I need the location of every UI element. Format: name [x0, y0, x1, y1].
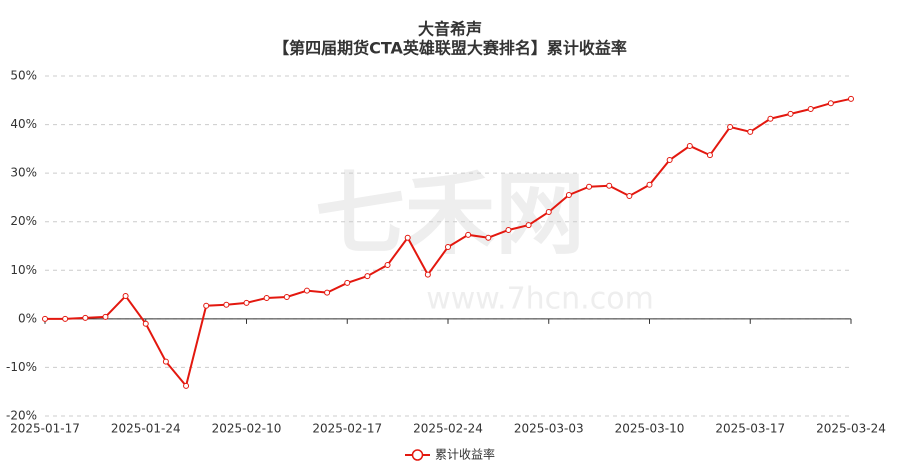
y-tick-label: -10% [6, 360, 37, 374]
y-tick-label: -20% [6, 409, 37, 423]
data-point [787, 110, 794, 117]
data-point [82, 314, 89, 321]
x-tick-label: 2025-03-24 [816, 422, 886, 436]
data-point [324, 289, 331, 296]
watermark: www.7hcn.com [426, 282, 654, 317]
data-point [485, 234, 492, 241]
data-point [203, 302, 210, 309]
chart-subtitle: 【第四届期货CTA英雄联盟大赛排名】累计收益率 [273, 39, 627, 58]
data-point [384, 261, 391, 268]
data-point [465, 231, 472, 238]
data-point [545, 209, 552, 215]
data-point [364, 273, 371, 280]
data-point [445, 243, 451, 250]
data-point [263, 294, 270, 301]
data-point [686, 142, 693, 149]
x-tick-label: 2025-02-10 [212, 422, 282, 436]
data-point [646, 181, 653, 188]
data-point [807, 106, 814, 113]
data-point [767, 115, 774, 122]
data-point [162, 358, 169, 365]
data-point [183, 382, 190, 389]
legend-label: 累计收益率 [435, 447, 495, 462]
data-point [666, 157, 673, 164]
x-tick-label: 2025-02-17 [312, 422, 382, 436]
data-point [626, 192, 633, 199]
y-tick-label: 30% [10, 166, 37, 180]
y-tick-label: 20% [10, 214, 37, 228]
data-point [424, 271, 431, 278]
x-tick-label: 2025-03-03 [514, 422, 584, 436]
y-tick-label: 40% [10, 117, 37, 131]
data-point [344, 279, 351, 286]
chart-title: 大音希声 [418, 20, 482, 39]
data-point [565, 192, 572, 198]
data-point [142, 320, 149, 327]
x-tick-label: 2025-02-24 [413, 422, 483, 436]
legend-marker [411, 449, 424, 461]
data-point [525, 222, 532, 229]
x-tick-label: 2025-03-10 [615, 422, 685, 436]
data-point [586, 183, 593, 190]
data-point [303, 287, 310, 294]
data-point [42, 315, 48, 322]
x-tick-label: 2025-01-24 [111, 422, 181, 436]
x-tick-label: 2025-01-17 [10, 422, 80, 436]
data-point [747, 128, 754, 135]
data-point [122, 293, 129, 300]
data-point [606, 182, 613, 189]
data-point [283, 294, 290, 300]
data-point [223, 301, 230, 308]
data-point [243, 299, 250, 306]
y-tick-label: 50% [10, 69, 37, 83]
y-tick-label: 10% [10, 263, 37, 277]
y-tick-label: 0% [18, 311, 37, 325]
data-point [404, 234, 411, 241]
data-point [505, 226, 512, 233]
data-point [102, 313, 109, 320]
watermark: 七禾网 [315, 162, 585, 267]
data-point [827, 100, 834, 107]
x-tick-label: 2025-03-17 [715, 422, 785, 436]
data-point [727, 124, 734, 130]
data-point [706, 152, 713, 159]
data-point [62, 315, 69, 322]
data-point [848, 95, 854, 102]
